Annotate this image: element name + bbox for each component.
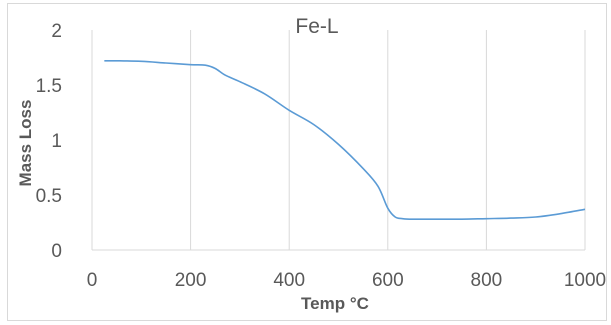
- x-tick-labels: 0 200 400 600 800 1000: [87, 270, 606, 291]
- series-layer: [104, 59, 586, 221]
- grid-layer: [91, 30, 586, 250]
- x-tick-label: 200: [175, 270, 207, 291]
- x-tick-label: 800: [471, 270, 503, 291]
- chart-frame: [7, 3, 607, 321]
- x-tick-label: 600: [372, 270, 404, 291]
- x-axis-title: Temp °C: [301, 294, 369, 313]
- chart-title: Fe-L: [295, 15, 338, 38]
- x-tick-label: 0: [87, 270, 98, 291]
- y-tick-label: 0.5: [36, 186, 62, 207]
- y-tick-label: 2: [51, 21, 62, 42]
- series-line: [104, 59, 586, 221]
- y-tick-labels: 0 0.5 1 1.5 2: [36, 21, 62, 262]
- y-tick-label: 1: [51, 131, 62, 152]
- y-tick-label: 0: [51, 241, 62, 262]
- x-tick-label: 400: [273, 270, 305, 291]
- y-axis-title: Mass Loss: [16, 100, 35, 187]
- y-tick-label: 1.5: [36, 76, 62, 97]
- x-tick-label: 1000: [564, 270, 606, 291]
